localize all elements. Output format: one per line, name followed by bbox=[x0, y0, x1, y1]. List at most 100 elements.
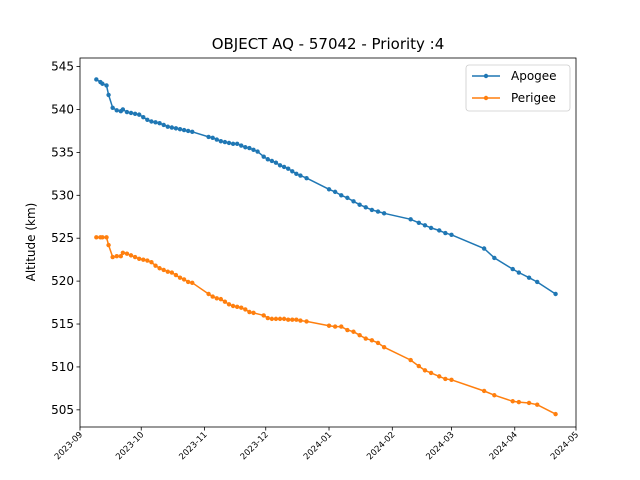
data-point bbox=[363, 336, 368, 341]
data-point bbox=[145, 117, 150, 122]
data-point bbox=[226, 302, 232, 307]
data-point bbox=[243, 145, 248, 150]
x-tick-label: 2024-03 bbox=[424, 430, 456, 462]
data-point bbox=[214, 137, 219, 142]
data-point bbox=[118, 254, 124, 259]
data-point bbox=[553, 291, 558, 297]
data-point bbox=[422, 368, 428, 373]
data-point bbox=[261, 313, 266, 318]
data-point bbox=[104, 83, 109, 88]
series-perigee bbox=[94, 235, 558, 417]
series-apogee bbox=[94, 77, 558, 297]
data-point bbox=[516, 399, 522, 405]
data-point bbox=[226, 140, 232, 146]
data-point bbox=[408, 357, 413, 363]
data-point bbox=[234, 304, 240, 310]
data-point bbox=[510, 399, 515, 404]
legend: Apogee Perigee bbox=[465, 64, 571, 112]
data-point bbox=[247, 309, 252, 315]
legend-label: Apogee bbox=[511, 69, 557, 83]
data-point bbox=[510, 266, 515, 272]
data-point bbox=[234, 141, 240, 147]
data-point bbox=[145, 258, 150, 263]
data-point bbox=[357, 202, 362, 207]
data-point bbox=[214, 296, 219, 301]
data-point bbox=[185, 279, 191, 285]
data-point bbox=[100, 81, 105, 86]
data-point bbox=[206, 134, 211, 140]
data-point bbox=[332, 324, 338, 329]
data-point bbox=[351, 199, 356, 204]
data-point bbox=[110, 105, 115, 110]
data-point bbox=[381, 344, 387, 350]
x-tick-label: 2024-04 bbox=[488, 430, 520, 462]
plot-area bbox=[94, 77, 558, 417]
data-point bbox=[265, 157, 270, 162]
data-point bbox=[326, 323, 332, 328]
data-point bbox=[437, 374, 442, 379]
data-point bbox=[443, 230, 448, 236]
data-point bbox=[173, 126, 179, 131]
data-point bbox=[239, 143, 244, 148]
x-tick-label: 2024-02 bbox=[365, 430, 397, 462]
data-point bbox=[247, 145, 252, 151]
x-tick-label: 2024-01 bbox=[302, 430, 334, 462]
data-point bbox=[181, 277, 187, 282]
data-point bbox=[165, 269, 170, 274]
data-point bbox=[277, 163, 283, 168]
data-point bbox=[408, 217, 413, 222]
data-point bbox=[492, 255, 497, 261]
data-point bbox=[161, 267, 166, 273]
data-point bbox=[416, 220, 422, 225]
data-point bbox=[526, 275, 532, 280]
data-point bbox=[290, 169, 295, 174]
data-point bbox=[304, 319, 309, 324]
data-point bbox=[114, 108, 119, 113]
data-point bbox=[481, 388, 487, 394]
data-point bbox=[363, 205, 368, 210]
data-point bbox=[124, 109, 130, 115]
data-point bbox=[149, 260, 154, 265]
series-line bbox=[95, 78, 557, 295]
data-point bbox=[206, 291, 211, 297]
data-point bbox=[269, 316, 275, 322]
y-tick-label: 515 bbox=[51, 317, 74, 331]
data-point bbox=[94, 77, 99, 82]
data-point bbox=[273, 160, 279, 165]
data-point bbox=[339, 193, 344, 198]
data-point bbox=[251, 147, 256, 153]
data-point bbox=[136, 256, 142, 262]
plot-frame bbox=[79, 57, 577, 428]
data-point bbox=[120, 250, 126, 255]
data-point bbox=[526, 400, 532, 406]
data-point bbox=[190, 280, 195, 286]
data-point bbox=[357, 332, 362, 338]
data-point bbox=[369, 338, 375, 343]
data-point bbox=[428, 225, 434, 231]
data-point bbox=[428, 370, 434, 376]
data-point bbox=[173, 272, 179, 278]
data-point bbox=[481, 246, 487, 251]
y-tick-label: 525 bbox=[51, 231, 74, 245]
x-tick-label: 2023-09 bbox=[53, 430, 85, 462]
legend-swatch-marker bbox=[483, 95, 489, 101]
data-point bbox=[132, 111, 138, 116]
data-point bbox=[345, 195, 350, 201]
data-point bbox=[298, 318, 303, 323]
x-tick-label: 2023-12 bbox=[239, 430, 271, 462]
data-point bbox=[110, 254, 115, 260]
data-point bbox=[269, 158, 275, 164]
data-point bbox=[157, 266, 162, 271]
data-point bbox=[273, 316, 279, 322]
data-point bbox=[422, 223, 428, 228]
data-point bbox=[104, 235, 109, 240]
data-point bbox=[153, 120, 158, 125]
data-point bbox=[177, 275, 183, 280]
data-point bbox=[332, 189, 338, 195]
data-point bbox=[161, 122, 166, 128]
data-point bbox=[345, 327, 350, 333]
y-axis: 505 510 515 520 525 530 535 540 545 bbox=[51, 60, 80, 417]
data-point bbox=[261, 154, 266, 159]
data-point bbox=[251, 310, 256, 316]
